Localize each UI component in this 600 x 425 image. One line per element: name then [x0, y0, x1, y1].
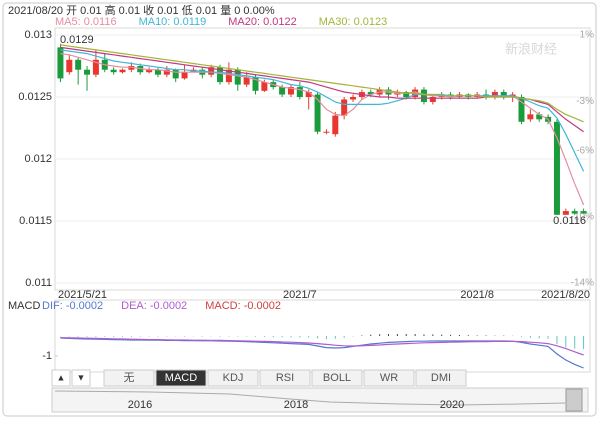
last-label: 0.0116 — [553, 215, 586, 227]
candle-body — [57, 47, 64, 79]
y-tick-label: 0.012 — [24, 153, 52, 165]
legend-entry: MA30: 0.0123 — [319, 16, 388, 28]
scroll-button[interactable] — [71, 369, 91, 387]
candle-body — [296, 87, 303, 97]
watermark: 新浪财经 — [505, 41, 557, 56]
candle-body — [84, 69, 91, 75]
legend-entry: MA5: 0.0116 — [55, 16, 117, 28]
scroll-button[interactable] — [51, 369, 71, 387]
candle-body — [491, 92, 498, 97]
candle-body — [208, 67, 215, 75]
x-tick-label: 2021/7 — [283, 289, 317, 301]
navigator[interactable] — [51, 387, 589, 413]
indicator-tab[interactable] — [259, 369, 311, 387]
candle-body — [243, 77, 250, 85]
candle-body — [66, 59, 73, 73]
y2-tick-label: -6% — [576, 145, 594, 156]
x-tick-label: 2021/5/21 — [58, 289, 107, 301]
candle-body — [234, 69, 241, 85]
candle-body — [500, 92, 507, 97]
macd-line — [60, 337, 584, 356]
x-tick-label: 2021/8/20 — [541, 289, 590, 301]
candle-body — [580, 211, 587, 214]
candle-body — [527, 114, 534, 120]
candle-body — [553, 121, 560, 215]
ma-line — [60, 49, 585, 172]
candle-body — [323, 131, 330, 133]
indicator-tab[interactable] — [207, 369, 259, 387]
candle-body — [128, 66, 135, 70]
candle-body — [562, 211, 569, 215]
candle-body — [261, 82, 268, 91]
max-label: 0.0129 — [60, 34, 94, 46]
indicator-tab-label[interactable]: KDJ — [223, 372, 244, 384]
candle-body — [571, 211, 578, 214]
widget-frame — [2, 2, 597, 417]
legend-entry: MA10: 0.0119 — [139, 16, 207, 28]
x-tick-label: 2021/8 — [460, 289, 494, 301]
legend-entry: MA20: 0.0122 — [228, 16, 297, 28]
candle-body — [314, 94, 321, 132]
y2-tick-label: -10% — [571, 212, 594, 223]
navigator-line — [54, 390, 566, 406]
candle-body — [403, 92, 410, 97]
candle-body — [332, 115, 339, 135]
navigator-handle[interactable] — [565, 388, 583, 412]
navigator-year: 2020 — [440, 399, 464, 411]
y2-tick-label: -14% — [571, 278, 594, 289]
candle-body — [225, 69, 232, 83]
candle-body — [181, 72, 188, 79]
indicator-tab-label[interactable]: MACD — [165, 372, 197, 384]
candle-body — [287, 87, 294, 95]
candle-body — [252, 77, 259, 91]
candle-body — [305, 92, 312, 97]
candle-body — [217, 67, 224, 83]
candle-body — [420, 89, 427, 102]
ma-line — [60, 44, 584, 123]
navigator-year: 2016 — [128, 399, 152, 411]
candle-body — [119, 69, 126, 73]
y2-tick-label: -3% — [576, 96, 594, 107]
panel-title: MACD — [8, 300, 40, 312]
indicator-tab[interactable] — [103, 369, 155, 387]
indicator-tab-label[interactable]: RSI — [276, 372, 294, 384]
candle-body — [172, 69, 179, 79]
candle-body — [154, 69, 161, 75]
candle-body — [163, 69, 170, 75]
y-tick-label: 0.011 — [25, 277, 52, 289]
indicator-tab-label[interactable]: BOLL — [323, 372, 351, 384]
legend-entry: MACD: -0.0002 — [205, 300, 281, 312]
indicator-tab[interactable] — [415, 369, 467, 387]
candle-body — [536, 114, 543, 120]
candle-body — [367, 92, 374, 95]
candle-body — [429, 97, 436, 102]
y-tick-label: 0.013 — [24, 29, 52, 41]
candle-body — [92, 59, 99, 75]
navigator-year: 2018 — [284, 399, 308, 411]
scroll-button-label[interactable]: ▼ — [77, 372, 86, 382]
indicator-tab[interactable] — [155, 369, 207, 387]
candle-body — [518, 97, 525, 122]
candle-body — [350, 97, 357, 100]
scroll-button-label[interactable]: ▲ — [57, 372, 66, 382]
candle-body — [279, 87, 286, 95]
candle-body — [341, 99, 348, 116]
legend-entry: DIF: -0.0002 — [42, 300, 103, 312]
indicator-tab[interactable] — [311, 369, 363, 387]
y-tick-label: 0.0115 — [19, 215, 52, 227]
legend-entry: DEA: -0.0002 — [121, 300, 187, 312]
indicator-tab[interactable] — [363, 369, 415, 387]
indicator-tab-label[interactable]: DMI — [431, 372, 451, 384]
y-tick-label: 0.0125 — [18, 91, 52, 103]
indicator-tab-label[interactable]: WR — [380, 372, 398, 384]
indicator-tab-label[interactable]: 无 — [124, 372, 135, 384]
candle-body — [110, 69, 117, 73]
quote-info: 2021/08/20 开 0.01 高 0.01 收 0.01 低 0.01 量… — [8, 3, 275, 17]
y-tick-label: -1 — [42, 350, 52, 362]
y2-tick-label: 1% — [580, 30, 595, 41]
candle-body — [146, 69, 153, 73]
candle-body — [75, 59, 82, 70]
